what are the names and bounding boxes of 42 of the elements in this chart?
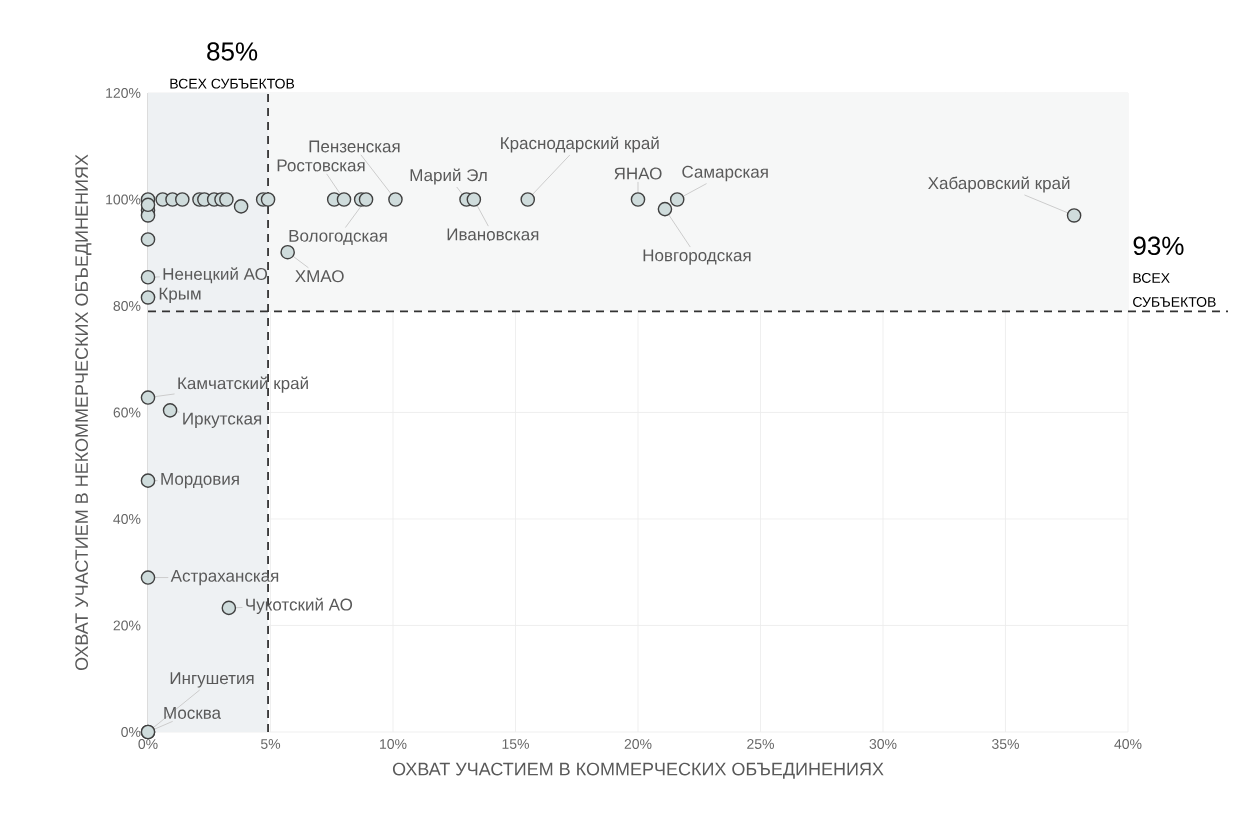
annotation: Вологодская <box>289 229 387 246</box>
annotation: Хабаровский край <box>928 176 1070 193</box>
annotation: Марий Эл <box>410 168 487 185</box>
annotation: Пензенская <box>309 140 400 153</box>
annotation: Ненецкий АО <box>163 267 268 284</box>
y-tick-label: 20% <box>113 620 141 631</box>
y-tick-label: 120% <box>106 88 141 98</box>
text: 93% <box>1133 236 1184 256</box>
annotation: Ингушетия <box>170 672 254 688</box>
annotation: Краснодарский край <box>501 136 659 153</box>
y-tick-label: 80% <box>113 301 141 311</box>
x-tick-label: 35% <box>992 739 1019 749</box>
annotation: Мордовия <box>161 473 239 489</box>
annotation: ХМАО <box>295 270 344 283</box>
y-axis-title: ОХВАТ УЧАСТИЕМ В НЕКОММЕРЧЕСКИХ ОБЪЕДИНЕНИЯХ <box>75 154 92 671</box>
annotation: Самарская <box>682 165 768 182</box>
x-tick-label: 10% <box>380 739 407 749</box>
annotation: Ивановская <box>447 228 539 241</box>
y-tick-label: 0% <box>121 727 141 737</box>
x-tick-label: 20% <box>624 739 652 749</box>
x-tick-label: 40% <box>1114 739 1142 749</box>
y-tick-label: 100% <box>106 194 141 205</box>
annotation: Ростовская <box>277 159 365 172</box>
x-tick-label: 0% <box>138 739 158 749</box>
annotation: Чукотский АО <box>246 597 353 614</box>
text: 85% <box>207 42 258 61</box>
annotation: Камчатский край <box>178 376 308 393</box>
annotation: ЯНАО <box>614 167 662 180</box>
annotation: Москва <box>164 707 222 719</box>
x-tick-label: 30% <box>869 739 897 749</box>
annotation: Астраханская <box>170 569 279 586</box>
y-tick-label: 40% <box>113 514 141 524</box>
y-tick-label: 60% <box>113 407 141 418</box>
x-tick-label: 5% <box>260 739 281 749</box>
annotation: Иркутская <box>183 412 262 428</box>
x-tick-label: 15% <box>502 739 530 749</box>
text: ВСЕХ СУБЪЕКТОВ <box>170 78 295 89</box>
text: ВСЕХ СУБЪЕКТОВ <box>1133 273 1216 307</box>
annotation: Новгородская <box>643 249 751 265</box>
annotation: Крым <box>159 287 201 304</box>
x-axis-title: ОХВАТ УЧАСТИЕМ В КОММЕРЧЕСКИХ ОБЪЕДИНЕНИЯХ <box>392 762 884 779</box>
x-tick-label: 25% <box>747 739 775 749</box>
